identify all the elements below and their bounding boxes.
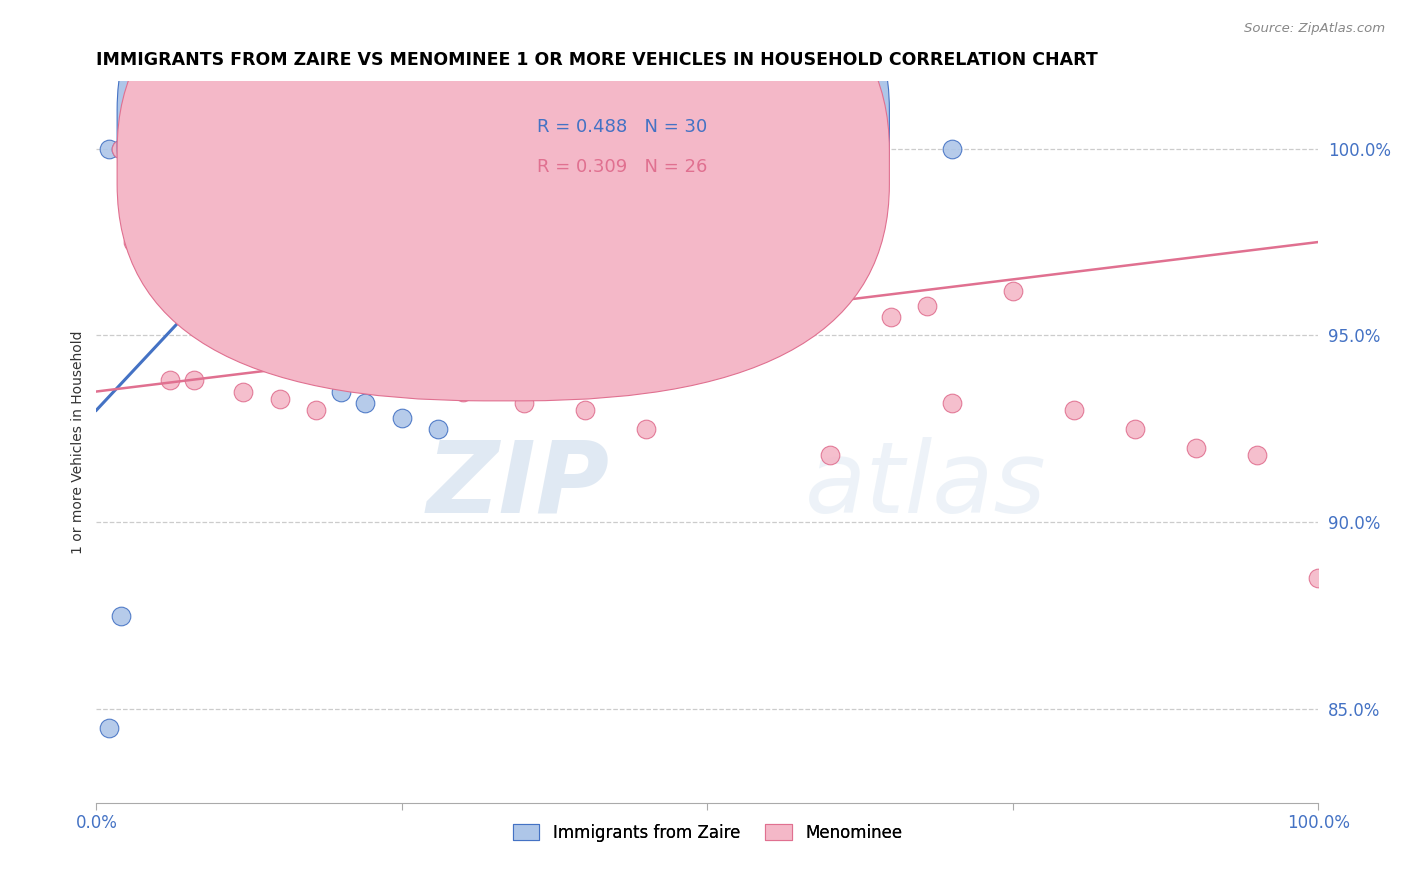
Point [305,403,328,417]
Point [941,142,963,156]
Point [110,142,132,156]
Point [879,310,901,324]
Point [1308,571,1330,585]
Point [574,403,596,417]
Point [1001,284,1024,298]
Point [696,161,718,175]
Point [758,197,780,211]
Point [134,161,156,175]
FancyBboxPatch shape [470,95,780,194]
Point [110,608,132,623]
Text: atlas: atlas [806,437,1046,533]
Point [391,410,413,425]
Point [513,395,536,409]
Point [159,373,181,387]
Y-axis label: 1 or more Vehicles in Household: 1 or more Vehicles in Household [72,330,86,554]
Point [941,395,963,409]
Text: R = 0.309   N = 26: R = 0.309 N = 26 [537,158,707,177]
Legend: Immigrants from Zaire, Menominee: Immigrants from Zaire, Menominee [506,817,908,848]
Point [232,384,254,399]
Point [195,272,218,286]
Point [146,161,169,175]
Point [97,721,120,735]
Point [269,392,291,406]
Point [917,299,939,313]
Point [219,310,242,324]
Point [97,142,120,156]
Point [110,142,132,156]
Text: ZIP: ZIP [426,437,610,533]
FancyBboxPatch shape [117,0,890,401]
Point [451,384,474,399]
Point [354,373,377,387]
Point [146,235,169,249]
Point [329,384,352,399]
Point [354,395,377,409]
Text: IMMIGRANTS FROM ZAIRE VS MENOMINEE 1 OR MORE VEHICLES IN HOUSEHOLD CORRELATION C: IMMIGRANTS FROM ZAIRE VS MENOMINEE 1 OR … [97,51,1098,69]
Point [427,422,450,436]
Point [329,359,352,373]
Point [391,373,413,387]
Text: Source: ZipAtlas.com: Source: ZipAtlas.com [1244,22,1385,36]
Point [818,448,841,462]
Point [269,310,291,324]
Point [1063,403,1085,417]
Point [318,347,340,361]
Point [281,321,304,335]
Point [183,253,205,268]
Point [232,321,254,335]
Point [122,149,145,163]
Point [183,373,205,387]
Point [342,366,364,380]
Point [159,186,181,201]
Text: R = 0.488   N = 30: R = 0.488 N = 30 [537,118,707,136]
Point [1185,441,1208,455]
Point [696,149,718,163]
Point [292,328,315,343]
Point [256,299,278,313]
Point [1123,422,1146,436]
Point [245,291,267,305]
Point [354,366,377,380]
FancyBboxPatch shape [117,0,890,360]
Point [1246,448,1268,462]
Point [170,197,193,211]
Point [636,422,658,436]
Point [122,235,145,249]
Point [207,299,229,313]
Point [305,335,328,350]
